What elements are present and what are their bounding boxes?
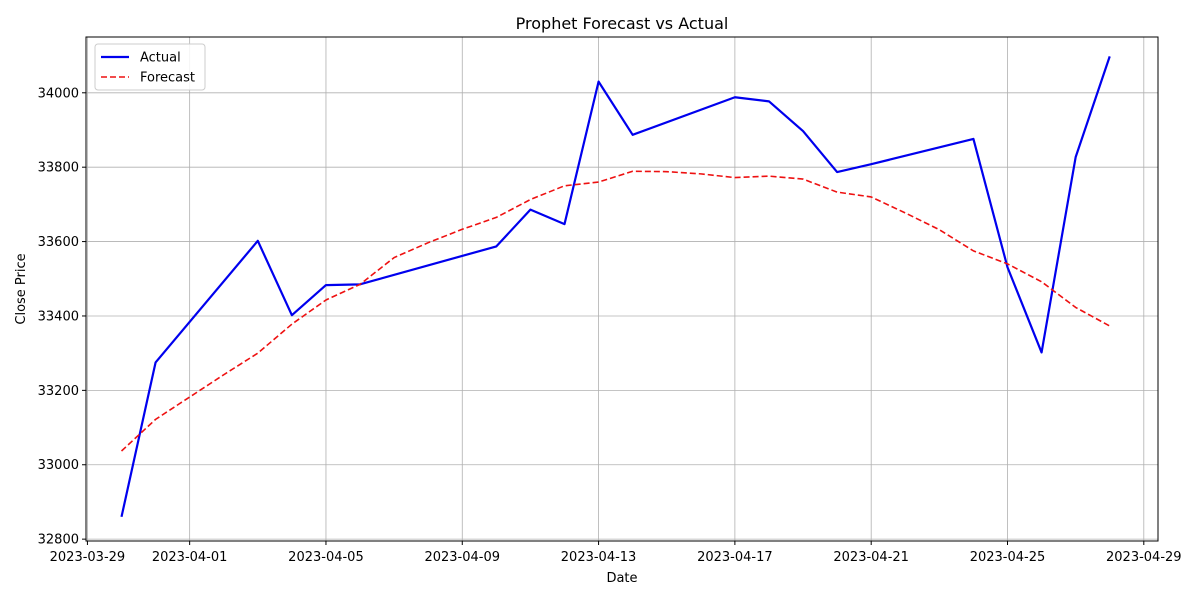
y-tick-label: 33400 bbox=[38, 309, 79, 324]
x-tick-label: 2023-04-17 bbox=[697, 550, 773, 565]
y-tick-label: 33000 bbox=[38, 458, 79, 473]
y-tick-label: 32800 bbox=[38, 533, 79, 548]
x-tick-label: 2023-04-25 bbox=[970, 550, 1046, 565]
series-actual-line bbox=[120, 55, 1111, 518]
y-tick-label: 33600 bbox=[38, 235, 79, 250]
y-axis: 32800 33000 33200 33400 33600 33800 34000 bbox=[38, 86, 86, 548]
legend-label-actual: Actual bbox=[140, 51, 181, 66]
series-forecast-line bbox=[120, 170, 1111, 452]
y-tick-label: 33800 bbox=[38, 161, 79, 176]
y-axis-label: Close Price bbox=[14, 253, 29, 324]
legend: Actual Forecast bbox=[94, 43, 206, 91]
x-tick-label: 2023-03-29 bbox=[50, 550, 126, 565]
plot-frame bbox=[85, 36, 1159, 542]
chart-title: Prophet Forecast vs Actual bbox=[516, 14, 729, 33]
x-tick-label: 2023-04-21 bbox=[833, 550, 909, 565]
legend-label-forecast: Forecast bbox=[140, 71, 195, 86]
x-tick-label: 2023-04-09 bbox=[424, 550, 500, 565]
y-tick-label: 33200 bbox=[38, 384, 79, 399]
grid bbox=[86, 37, 1158, 541]
legend-box bbox=[94, 43, 206, 91]
x-axis: 2023-03-29 2023-04-01 2023-04-05 2023-04-09… bbox=[50, 541, 1182, 565]
series-layer bbox=[120, 55, 1111, 518]
x-tick-label: 2023-04-13 bbox=[561, 550, 637, 565]
x-tick-label: 2023-04-01 bbox=[152, 550, 228, 565]
x-tick-label: 2023-04-29 bbox=[1106, 550, 1182, 565]
x-tick-label: 2023-04-05 bbox=[288, 550, 364, 565]
y-tick-label: 34000 bbox=[38, 86, 79, 101]
x-axis-label: Date bbox=[606, 571, 637, 586]
